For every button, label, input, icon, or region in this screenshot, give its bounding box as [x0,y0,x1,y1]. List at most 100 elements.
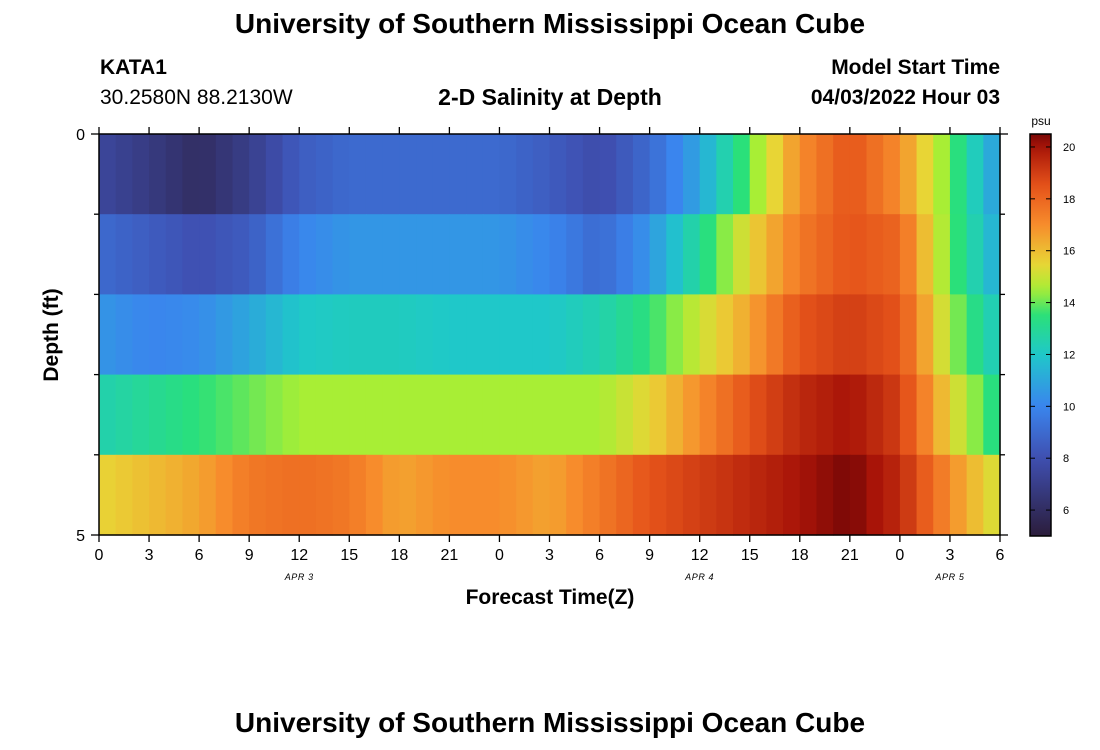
colorbar-tick-label: 12 [1063,349,1075,361]
heatmap-cell [365,214,384,295]
heatmap-cell [382,134,400,215]
heatmap-cell [833,214,851,295]
heatmap-cell [766,454,784,536]
heatmap-cell [949,294,968,376]
heatmap-cell [616,214,634,295]
heatmap-cell [799,374,818,456]
heatmap-cell [749,294,768,376]
heatmap-cell [616,134,634,215]
heatmap-cell [265,374,284,456]
heatmap-cell [616,374,634,456]
colorbar [1029,133,1052,537]
heatmap-cell [315,134,334,215]
heatmap-cell [866,374,884,456]
heatmap-cell [115,374,133,456]
heatmap-cell [649,454,667,536]
heatmap-cell [482,374,501,456]
heatmap-cell [432,374,450,456]
heatmap-cell [833,374,851,456]
heatmap-cell [182,134,200,215]
heatmap-cell [983,294,1001,376]
heatmap-cell [949,214,968,295]
heatmap-cell [866,134,884,215]
heatmap-cell [816,454,834,536]
heatmap-cell [399,374,417,456]
heatmap-cell [666,454,684,536]
heatmap-cell [733,134,751,215]
heatmap-cell [716,134,734,215]
heatmap-cell [532,214,551,295]
heatmap-cell [566,134,584,215]
heatmap-cell [766,294,784,376]
heatmap-cell [215,214,234,295]
heatmap-cell [165,294,184,376]
heatmap-cell [849,454,868,536]
heatmap-cell [599,134,617,215]
heatmap-cell [899,134,918,215]
heatmap-cell [599,214,617,295]
heatmap-cell [699,294,717,376]
x-tick-label: 15 [340,547,358,564]
heatmap-cell [966,374,984,456]
heatmap-cell [449,454,467,536]
heatmap-cell [532,294,551,376]
heatmap-cell [265,294,284,376]
heatmap-cell [249,294,267,376]
heatmap-cell [599,374,617,456]
x-tick-label: 3 [145,547,154,564]
heatmap-cell [132,294,150,376]
heatmap-cell [449,374,467,456]
x-tick-label: 0 [895,547,904,564]
heatmap-cell [883,294,901,376]
heatmap-cell [666,294,684,376]
heatmap-cell [682,134,701,215]
heatmap-cell [616,454,634,536]
heatmap-cell [149,214,167,295]
heatmap-cell [632,134,651,215]
heatmap-cell [416,374,434,456]
heatmap-cell [499,134,517,215]
heatmap-cell [733,214,751,295]
heatmap-cell [532,374,551,456]
heatmap-cell [783,454,801,536]
heatmap-cell [399,454,417,536]
heatmap-cell [115,214,133,295]
heatmap-cell [232,374,250,456]
model-start-time: 04/03/2022 Hour 03 [810,86,1000,109]
heatmap-cell [816,374,834,456]
heatmap-cell [332,454,350,536]
heatmap-cell [232,454,250,536]
heatmap-cell [165,134,184,215]
heatmap-cell [682,374,701,456]
x-tick-label: 6 [195,547,204,564]
heatmap-cell [199,134,217,215]
heatmap-cell [249,134,267,215]
heatmap-cell [365,294,384,376]
heatmap-cell [532,454,551,536]
heatmap-cell [799,134,818,215]
heatmap-cell [783,214,801,295]
heatmap-cell [249,374,267,456]
heatmap-cell [933,214,951,295]
heatmap-cell [165,454,184,536]
heatmap-cell [933,134,951,215]
heatmap-cell [399,214,417,295]
heatmap-cell [249,454,267,536]
heatmap-cell [566,214,584,295]
heatmap-cell [983,374,1001,456]
x-tick-label: 3 [945,547,954,564]
heatmap-cell [99,214,117,295]
chart-title: 2-D Salinity at Depth [438,84,662,110]
heatmap-cell [349,134,367,215]
x-tick-label: 21 [440,547,458,564]
heatmap-cell [716,214,734,295]
heatmap-cell [649,294,667,376]
x-tick-label: 18 [791,547,809,564]
heatmap-cell [549,294,567,376]
heatmap-cell [983,134,1001,215]
heatmap-cell [632,214,651,295]
heatmap-cell [199,454,217,536]
y-tick-label: 5 [76,528,85,545]
heatmap-cell [599,294,617,376]
